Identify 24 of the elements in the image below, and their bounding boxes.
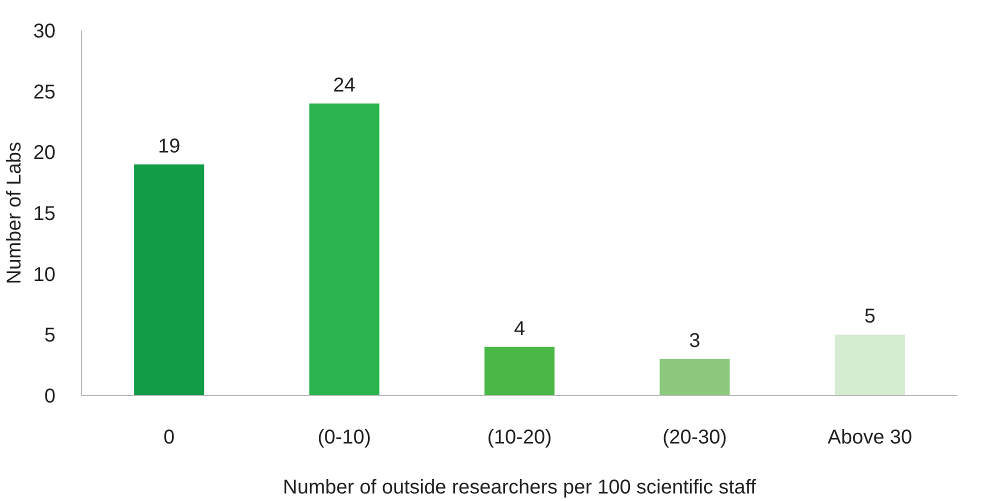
data-label: 24	[333, 74, 356, 96]
x-tick-label: (10-20)	[487, 426, 552, 448]
bar	[484, 346, 555, 396]
y-tick-label: 30	[33, 20, 56, 42]
y-tick-label: 5	[44, 324, 56, 347]
bar	[134, 164, 204, 396]
data-label: 5	[864, 306, 876, 328]
x-tick-label: (20-30)	[662, 426, 727, 448]
data-label: 19	[158, 135, 180, 158]
y-tick-label: 10	[33, 264, 56, 286]
x-tick-label: (0-10)	[318, 426, 371, 448]
y-tick-label: 15	[33, 203, 56, 225]
data-label: 4	[514, 318, 526, 340]
x-axis-title: Number of outside researchers per 100 scientific staff	[282, 476, 757, 498]
bar	[309, 104, 380, 396]
y-tick-label: 20	[33, 142, 56, 164]
bar	[834, 334, 905, 396]
data-label: 3	[689, 330, 700, 352]
bar	[660, 359, 730, 396]
y-tick-label: 25	[33, 81, 56, 104]
x-tick-label: Above 30	[828, 426, 912, 448]
x-tick-label: 0	[164, 426, 175, 448]
y-axis-title: Number of Labs	[3, 142, 26, 284]
y-tick-label: 0	[44, 386, 56, 408]
